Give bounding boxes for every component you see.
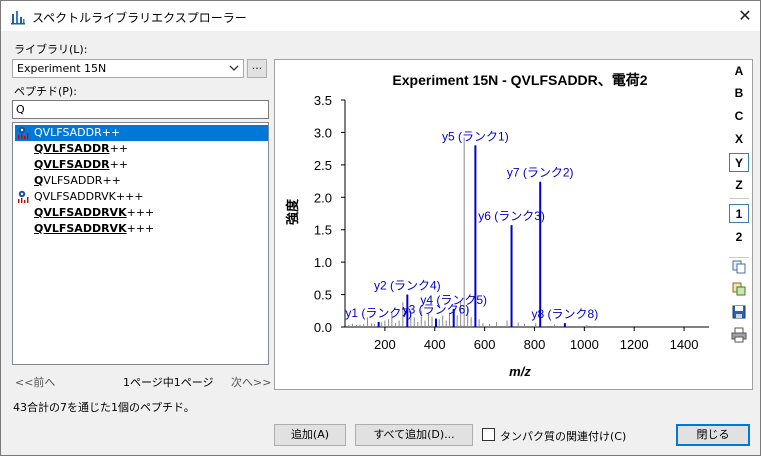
peptide-sequence-match: QVLFSADDR <box>34 142 110 155</box>
peptide-sequence-rest: ++ <box>109 158 128 171</box>
y-tick-label: 0.5 <box>314 288 332 303</box>
copy-icon[interactable] <box>731 259 747 275</box>
ion-type-y-button[interactable]: Y <box>729 153 749 172</box>
close-window-button[interactable]: ✕ <box>730 1 760 31</box>
peak-label: y1 (ランク7) <box>345 306 412 320</box>
copy-data-icon[interactable] <box>731 281 747 297</box>
peak-label: y8 (ランク8) <box>532 307 599 321</box>
peptide-sequence: QVLFSADDR++ <box>34 125 120 140</box>
chart-title: Experiment 15N - QVLFSADDR、電荷2 <box>392 72 647 88</box>
close-icon: ✕ <box>738 6 752 25</box>
next-page-link[interactable]: 次へ>> <box>231 376 272 389</box>
x-axis-label: m/z <box>509 364 531 379</box>
peak-label: y5 (ランク1) <box>442 129 509 143</box>
peptide-sequence-match: QVLFSADDRVK <box>34 222 127 235</box>
x-tick-label: 1200 <box>620 337 649 352</box>
add-button[interactable]: 追加(A) <box>274 424 346 446</box>
peptide-list-item[interactable]: QVLFSADDR++ <box>15 173 268 189</box>
library-label: ライブラリ(L): <box>14 43 88 56</box>
peptide-sequence: QVLFSADDR++ <box>34 157 128 172</box>
spectrum-panel: Experiment 15N - QVLFSADDR、電荷2 0.0 0.5 1.0… <box>274 59 753 390</box>
peptide-sequence-rest: ++ <box>109 142 128 155</box>
peptide-label: ペプチド(P): <box>14 85 77 98</box>
peptide-sequence-rest: VLFSADDR++ <box>43 174 121 187</box>
plot-area: 0.0 0.5 1.0 1.5 2.0 2.5 3.0 3.5 200 400 600 800 1000… <box>314 93 709 352</box>
y-tick-label: 3.0 <box>314 125 332 140</box>
peptide-sequence: QVLFSADDR++ <box>34 141 128 156</box>
peak-label: y4 (ランク5) <box>420 293 487 307</box>
title-bar: スペクトルライブラリエクスプローラー ✕ <box>1 1 760 31</box>
associate-proteins-checkbox[interactable] <box>482 428 495 441</box>
peak-label: y3 (ランク6) <box>403 303 470 317</box>
toolbar-separator <box>729 257 749 258</box>
x-tick-label: 400 <box>424 337 446 352</box>
peptide-sequence-rest: ++ <box>101 126 121 139</box>
add-all-button[interactable]: すべて追加(D)... <box>355 424 473 446</box>
y-tick-label: 3.5 <box>314 93 332 108</box>
y-tick-label: 0.0 <box>314 320 332 335</box>
peptide-list-item[interactable]: QVLFSADDRVK+++ <box>15 221 268 237</box>
peptide-target-icon <box>18 190 29 203</box>
peptide-list-item[interactable]: QVLFSADDRVK+++ <box>15 189 268 205</box>
print-icon[interactable] <box>731 327 747 343</box>
peptide-sequence-match: QVLFSADDR <box>34 126 102 139</box>
peptide-list-item[interactable]: QVLFSADDR++ <box>15 157 268 173</box>
peptide-sequence-rest: +++ <box>126 206 155 219</box>
y-axis-label: 強度 <box>285 198 300 225</box>
charge-2-button[interactable]: 2 <box>735 230 743 244</box>
y-tick-label: 2.0 <box>314 190 332 205</box>
browse-library-button[interactable]: ... <box>247 59 267 78</box>
peptide-filter-input[interactable] <box>12 100 269 119</box>
ion-type-c-button[interactable]: C <box>734 109 744 123</box>
charge-1-button[interactable]: 1 <box>729 204 749 223</box>
library-combo[interactable]: Experiment 15N <box>12 59 244 78</box>
peptide-sequence-rest: +++ <box>126 222 155 235</box>
x-tick-label: 600 <box>474 337 496 352</box>
page-info: 1ページ中1ページ <box>123 376 214 389</box>
peptide-sequence: QVLFSADDRVK+++ <box>34 189 144 204</box>
ion-type-a-button[interactable]: A <box>734 64 744 78</box>
prev-page-link[interactable]: <<前へ <box>15 376 56 389</box>
associate-proteins-label: タンパク質の関連付け(C) <box>500 430 627 443</box>
spectrum-chart: Experiment 15N - QVLFSADDR、電荷2 0.0 0.5 1.0… <box>285 72 709 379</box>
peak-label: y7 (ランク2) <box>507 166 574 180</box>
peptide-sequence-match: Q <box>34 174 44 187</box>
peptide-sequence: QVLFSADDRVK+++ <box>34 205 154 220</box>
ion-type-x-button[interactable]: X <box>734 132 743 146</box>
peptide-sequence-match: QVLFSADDR <box>34 158 110 171</box>
x-tick-label: 1000 <box>570 337 599 352</box>
close-button[interactable]: 閉じる <box>676 424 750 446</box>
y-tick-label: 2.5 <box>314 158 332 173</box>
peptide-list-item[interactable]: QVLFSADDR++ <box>15 125 268 141</box>
ion-type-z-button[interactable]: Z <box>735 178 743 192</box>
library-selected-value: Experiment 15N <box>17 62 107 75</box>
ion-type-b-button[interactable]: B <box>734 86 744 100</box>
peptide-target-icon <box>18 126 29 139</box>
status-text: 43合計の7を通じた1個のペプチド。 <box>13 401 195 414</box>
peak-label: y6 (ランク3) <box>478 209 545 223</box>
peptide-sequence: QVLFSADDR++ <box>34 173 121 188</box>
peptide-sequence: QVLFSADDRVK+++ <box>34 221 154 236</box>
x-tick-label: 800 <box>524 337 546 352</box>
save-icon[interactable] <box>731 304 747 320</box>
y-tick-label: 1.0 <box>314 255 332 270</box>
chevron-down-icon <box>229 65 239 71</box>
y-tick-label: 1.5 <box>314 223 332 238</box>
peptide-list[interactable]: QVLFSADDR++ QVLFSADDR++ QVLFSADDR++ QVLFSAD… <box>12 122 269 365</box>
peptide-sequence-match: QVLFSADDRVK <box>34 206 127 219</box>
peptide-sequence-rest: QVLFSADDRVK+++ <box>34 190 144 203</box>
x-tick-label: 1400 <box>670 337 699 352</box>
toolbar-separator <box>729 198 749 199</box>
x-tick-label: 200 <box>374 337 396 352</box>
peptide-list-item[interactable]: QVLFSADDR++ <box>15 141 268 157</box>
window-title: スペクトルライブラリエクスプローラー <box>32 11 247 25</box>
spectrum-app-icon <box>11 11 25 25</box>
peak-label: y2 (ランク4) <box>374 279 441 293</box>
peptide-list-item[interactable]: QVLFSADDRVK+++ <box>15 205 268 221</box>
